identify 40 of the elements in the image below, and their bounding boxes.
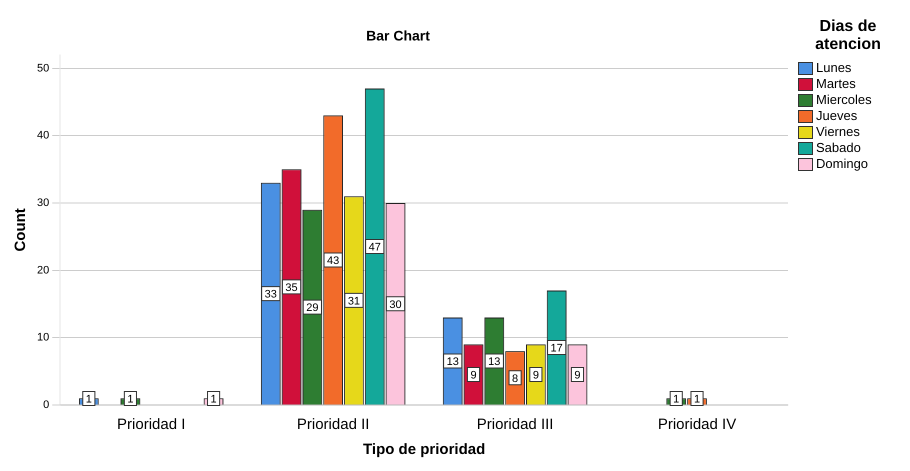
legend-label: Jueves: [816, 108, 858, 124]
data-label: 1: [694, 394, 700, 406]
data-label: 31: [348, 295, 360, 308]
x-tick-label: Prioridad IV: [658, 416, 736, 434]
x-tick-label: Prioridad III: [476, 416, 554, 434]
data-label: 13: [446, 356, 459, 368]
data-label: 1: [86, 394, 92, 406]
y-tick-label: 30: [36, 196, 50, 209]
x-tick-label: Prioridad I: [117, 416, 186, 434]
legend-label: Viernes: [816, 124, 860, 140]
data-label: 29: [306, 302, 318, 314]
y-tick-label: 20: [36, 264, 50, 276]
legend-label: Martes: [816, 76, 856, 92]
data-label: 9: [470, 369, 477, 382]
data-label: 9: [574, 369, 581, 382]
data-label: 1: [673, 394, 680, 406]
y-axis-title: Count: [12, 208, 30, 252]
x-axis-title: Tipo de prioridad: [363, 441, 486, 458]
legend-label: Sabado: [816, 140, 861, 156]
legend-label: Miercoles: [816, 92, 872, 108]
data-label: 35: [285, 282, 298, 294]
y-tick-label: 0: [43, 399, 50, 412]
data-label: 43: [327, 254, 340, 267]
y-tick-label: 40: [36, 130, 50, 142]
x-tick-label: Prioridad II: [296, 416, 370, 434]
y-tick-label: 10: [36, 332, 50, 344]
data-label: 9: [532, 369, 539, 382]
data-label: 13: [488, 356, 500, 368]
legend-title: Dias de atencion: [814, 18, 882, 54]
y-tick-label: 50: [36, 62, 50, 74]
data-label: 47: [368, 242, 381, 254]
data-label: 1: [210, 394, 217, 406]
legend-label: Lunes: [816, 60, 852, 76]
chart-title: Bar Chart: [366, 27, 430, 44]
data-label: 8: [512, 372, 518, 385]
legend-label: Domingo: [816, 156, 868, 172]
data-label: 30: [389, 298, 402, 311]
data-label: 17: [550, 342, 563, 355]
data-label: 1: [127, 394, 134, 406]
data-label: 33: [264, 288, 277, 301]
